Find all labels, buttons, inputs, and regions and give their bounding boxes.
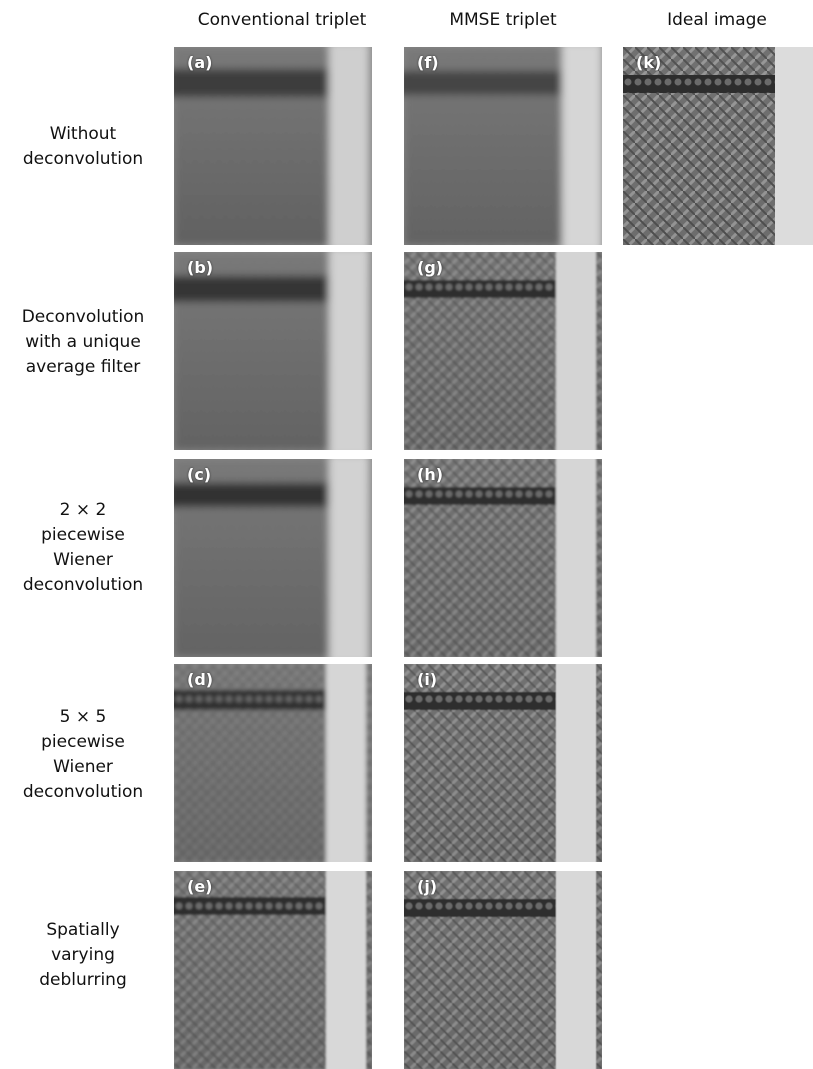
panel-b: (b) [174, 252, 372, 450]
row-label-line: 2 × 2 [59, 500, 107, 520]
panel-c: (c) [174, 459, 372, 657]
ideal-image [623, 47, 813, 245]
panel-k: (k) [623, 47, 813, 245]
panel-f: (f) [404, 47, 602, 245]
blurred-image [404, 252, 602, 450]
panel-label: (f) [417, 53, 439, 72]
panel-label: (e) [187, 877, 213, 896]
column-header-mmse: MMSE triplet [449, 10, 557, 30]
panel-d: (d) [174, 664, 372, 862]
blurred-image [404, 47, 602, 245]
row-label-line: average filter [25, 357, 141, 377]
panel-label: (g) [417, 258, 444, 277]
blurred-image [174, 459, 372, 657]
row-label-line: Wiener [53, 757, 113, 777]
row-label-line: piecewise [41, 525, 125, 545]
panel-label: (c) [187, 465, 212, 484]
row-label-line: deconvolution [22, 149, 144, 169]
panel-label: (a) [187, 53, 213, 72]
row-label-without-deconvolution: Without deconvolution [0, 122, 166, 172]
row-label-line: with a unique [25, 332, 141, 352]
row-label-line: deconvolution [22, 782, 144, 802]
panel-h: (h) [404, 459, 602, 657]
blurred-image [174, 871, 372, 1069]
row-label-2x2-wiener: 2 × 2 piecewise Wiener deconvolution [0, 498, 166, 598]
row-label-line: Spatially [46, 920, 120, 940]
blurred-image [404, 664, 602, 862]
row-label-5x5-wiener: 5 × 5 piecewise Wiener deconvolution [0, 705, 166, 805]
blurred-image [174, 664, 372, 862]
panel-a: (a) [174, 47, 372, 245]
panel-e: (e) [174, 871, 372, 1069]
row-label-line: varying [51, 945, 115, 965]
column-header-ideal: Ideal image [667, 10, 767, 30]
panel-label: (k) [636, 53, 662, 72]
panel-label: (j) [417, 877, 438, 896]
row-label-unique-filter: Deconvolution with a unique average filt… [0, 305, 166, 380]
panel-label: (h) [417, 465, 444, 484]
panel-i: (i) [404, 664, 602, 862]
blurred-image [404, 871, 602, 1069]
row-label-line: Without [49, 124, 117, 144]
row-label-line: 5 × 5 [59, 707, 107, 727]
blurred-image [404, 459, 602, 657]
row-label-spatially-varying: Spatially varying deblurring [0, 918, 166, 993]
panel-label: (b) [187, 258, 214, 277]
row-label-line: Deconvolution [21, 307, 145, 327]
row-label-line: deblurring [39, 970, 127, 990]
column-header-conventional: Conventional triplet [197, 10, 367, 30]
panel-label: (d) [187, 670, 214, 689]
row-label-line: deconvolution [22, 575, 144, 595]
blurred-image [174, 47, 372, 245]
row-label-line: piecewise [41, 732, 125, 752]
panel-g: (g) [404, 252, 602, 450]
row-label-line: Wiener [53, 550, 113, 570]
blurred-image [174, 252, 372, 450]
panel-label: (i) [417, 670, 438, 689]
panel-j: (j) [404, 871, 602, 1069]
